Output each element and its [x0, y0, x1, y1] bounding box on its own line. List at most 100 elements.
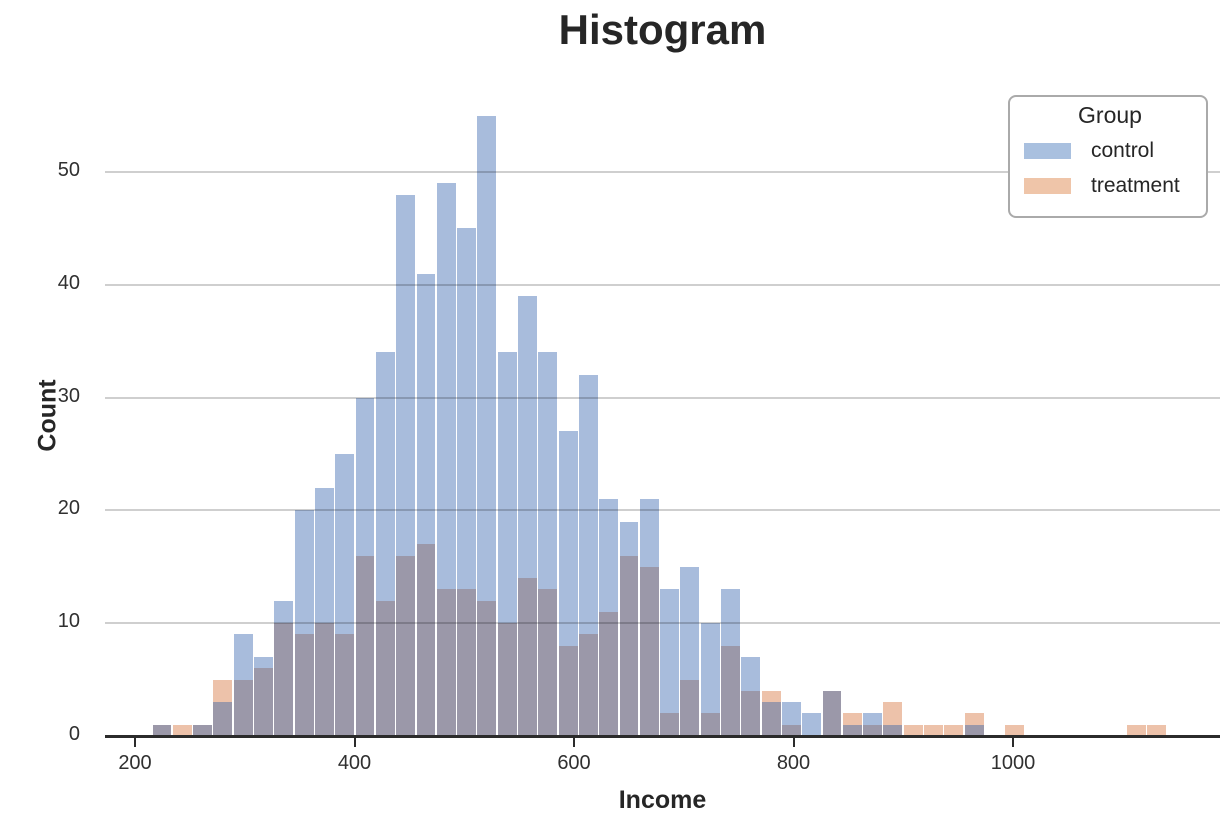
y-axis-label: Count — [33, 379, 62, 452]
gridline — [105, 509, 1220, 512]
histogram-bar-overlap — [497, 623, 517, 736]
histogram-bar-control — [802, 713, 822, 736]
gridline — [105, 171, 1220, 173]
histogram-bar-overlap — [477, 600, 497, 736]
histogram-bar-overlap — [314, 623, 334, 736]
histogram-bar-control — [477, 115, 497, 601]
histogram-bar-overlap — [233, 679, 253, 736]
histogram-bar-overlap — [578, 634, 598, 736]
histogram-bar-control — [518, 296, 537, 579]
x-tick-label: 200 — [118, 752, 152, 774]
histogram-bar-overlap — [416, 544, 436, 736]
chart-title: Histogram — [558, 6, 767, 53]
histogram-bar-overlap — [680, 679, 700, 736]
y-tick-label: 20 — [57, 497, 80, 520]
histogram-bar-overlap — [822, 690, 842, 736]
histogram-bar-overlap — [700, 713, 720, 736]
histogram-bar-control — [863, 713, 883, 725]
histogram-bar-control — [457, 228, 476, 590]
x-tick-label: 600 — [557, 752, 591, 774]
histogram-bar-control — [700, 623, 720, 714]
gridline — [105, 396, 1220, 399]
histogram-bar-treatment — [213, 679, 233, 703]
histogram-bar-control — [396, 194, 416, 556]
histogram-bar-treatment — [761, 690, 781, 703]
histogram-bar-treatment — [903, 724, 923, 736]
histogram-bar-treatment — [1147, 724, 1167, 736]
histogram-bar-overlap — [721, 645, 740, 736]
histogram-bar-overlap — [538, 589, 558, 736]
control-swatch — [1024, 142, 1071, 159]
x-tick-mark — [792, 738, 795, 747]
histogram-bar-overlap — [660, 713, 680, 736]
histogram-bar-overlap — [741, 690, 761, 736]
histogram-bar-overlap — [274, 623, 294, 736]
histogram-bar-control — [436, 183, 456, 590]
x-axis-line — [105, 735, 1220, 738]
histogram-bar-control — [355, 397, 375, 556]
histogram-bar-treatment — [883, 702, 903, 725]
histogram-bar-control — [680, 566, 700, 680]
histogram-bar-overlap — [396, 555, 416, 736]
histogram-bar-overlap — [883, 724, 903, 736]
y-tick-label: 0 — [68, 723, 80, 745]
legend-entry-treatment: treatment — [1024, 168, 1196, 203]
x-tick-label: 400 — [337, 752, 372, 774]
histogram-bar-control — [599, 499, 619, 612]
histogram-bar-treatment — [964, 713, 984, 725]
histogram-bar-control — [660, 589, 680, 714]
y-tick-label: 40 — [57, 271, 80, 294]
histogram-bar-overlap — [558, 645, 578, 736]
histogram-bar-control — [781, 702, 801, 725]
histogram-bar-treatment — [944, 724, 964, 736]
histogram-bar-control — [274, 600, 294, 624]
histogram-bar-overlap — [355, 555, 375, 736]
x-axis-label: Income — [618, 786, 707, 814]
histogram-bar-control — [254, 657, 273, 669]
gridline — [105, 283, 1220, 286]
x-tick-mark — [1012, 738, 1014, 747]
histogram-bar-control — [294, 510, 314, 635]
x-tick-label: 800 — [776, 752, 811, 774]
histogram-bar-control — [335, 454, 355, 635]
treatment-swatch — [1024, 177, 1071, 194]
histogram-bar-overlap — [457, 589, 476, 736]
x-tick-mark — [573, 738, 575, 747]
histogram-bar-overlap — [761, 702, 781, 736]
histogram-bar-treatment — [172, 724, 192, 736]
y-tick-label: 10 — [57, 610, 80, 633]
histogram-bar-control — [741, 657, 761, 691]
histogram-bar-overlap — [375, 600, 395, 736]
histogram-bar-overlap — [436, 589, 456, 736]
histogram-bar-control — [558, 431, 578, 646]
histogram-bar-control — [416, 273, 436, 545]
histogram-bar-overlap — [335, 634, 355, 736]
histogram-bar-treatment — [924, 724, 943, 736]
histogram-bar-control — [538, 352, 558, 590]
histogram-bar-overlap — [863, 724, 883, 736]
legend-label-treatment: treatment — [1091, 173, 1180, 197]
x-tick-label: 1000 — [990, 752, 1036, 774]
histogram-bar-overlap — [193, 724, 213, 736]
histogram-bar-overlap — [599, 611, 619, 736]
histogram-bar-control — [375, 352, 395, 601]
histogram-bar-overlap — [639, 566, 659, 736]
histogram-bar-control — [233, 634, 253, 680]
legend-entry-control: control — [1024, 133, 1196, 168]
histogram-bar-control — [497, 352, 517, 624]
histogram-bar-control — [639, 499, 659, 567]
histogram-bar-overlap — [152, 724, 172, 736]
legend-title: Group — [1078, 102, 1142, 128]
gridline — [105, 622, 1220, 625]
histogram-bar-overlap — [964, 724, 984, 736]
histogram-bar-overlap — [254, 668, 273, 736]
histogram-bar-overlap — [781, 724, 801, 736]
histogram-bar-treatment — [1005, 724, 1025, 736]
x-tick-mark — [134, 738, 136, 747]
legend-label-control: control — [1091, 138, 1155, 162]
x-tick-mark — [353, 738, 356, 747]
histogram-bar-treatment — [1127, 724, 1147, 736]
y-tick-label: 30 — [57, 384, 80, 407]
histogram-bar-overlap — [294, 634, 314, 736]
